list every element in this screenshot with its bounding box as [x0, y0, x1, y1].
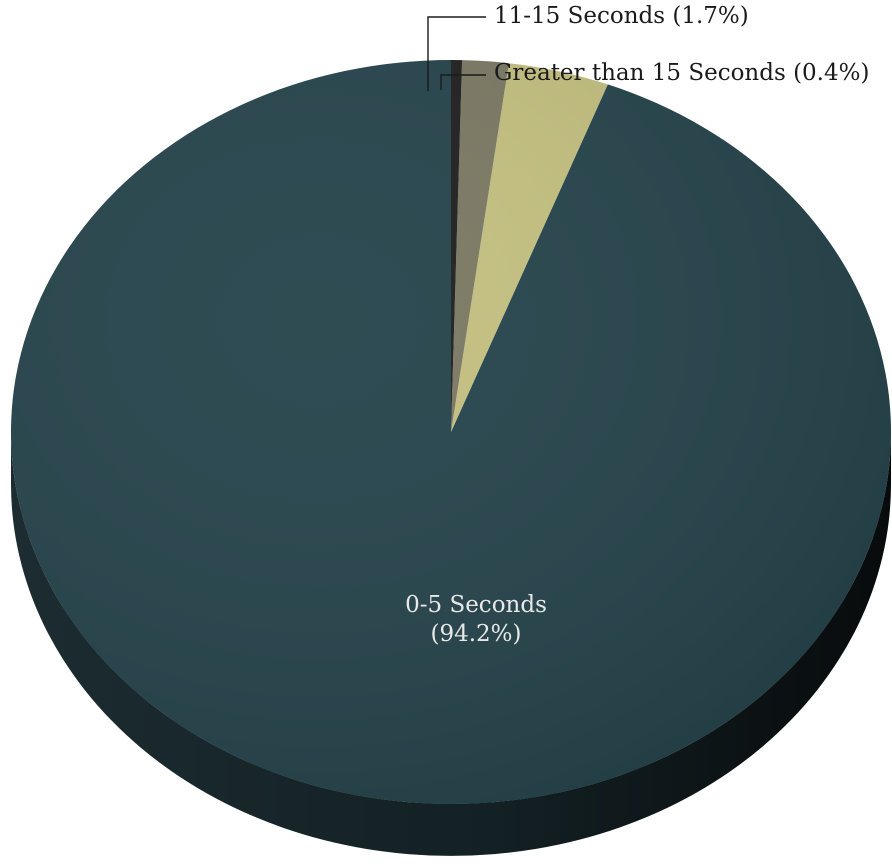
- pie-labels: 0-5 Seconds (94.2%) 11-15 Seconds (1.7%) Gr…: [405, 3, 869, 647]
- pie-top-highlight: [11, 60, 891, 804]
- slice-label-0-5-seconds: 0-5 Seconds: [405, 592, 547, 618]
- slice-value-0-5-seconds: (94.2%): [430, 621, 521, 647]
- callout-label-greater-than-15-seconds: Greater than 15 Seconds (0.4%): [494, 60, 869, 86]
- pie-highlight: [11, 60, 891, 804]
- leader-line-greater-than-15-seconds: [440, 74, 486, 91]
- callout-label-11-15-seconds: 11-15 Seconds (1.7%): [494, 3, 749, 29]
- pie-leader-lines: [427, 16, 486, 92]
- leader-line-11-15-seconds: [427, 16, 486, 92]
